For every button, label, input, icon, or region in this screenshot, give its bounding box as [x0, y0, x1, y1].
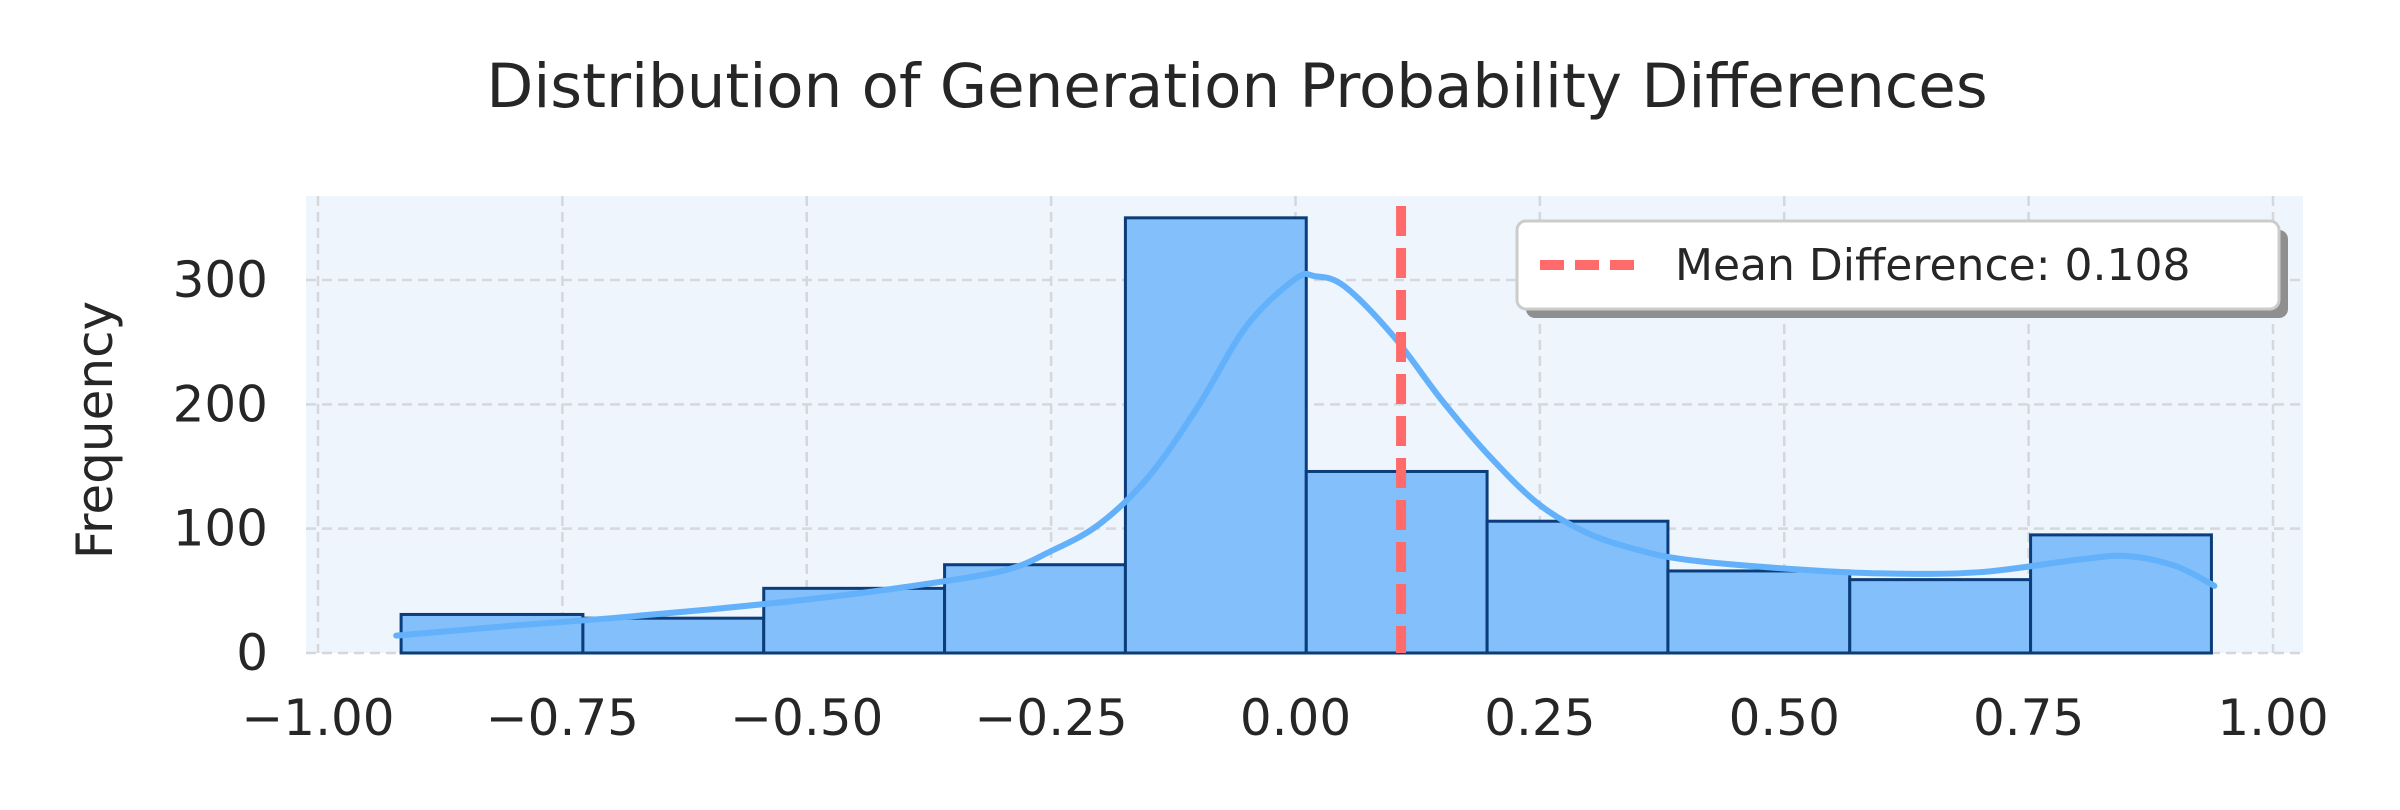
- x-tick-label: 0.00: [1240, 689, 1351, 747]
- x-tick-label: 0.50: [1729, 689, 1840, 747]
- kde-curve: [393, 270, 2218, 639]
- histogram-bar: [1666, 569, 1852, 655]
- histogram-bar: [1848, 578, 2033, 655]
- x-axis: −1.00 −0.75 −0.50 −0.25 0.00 0.25 0.50 0.75 1.00: [241, 689, 2328, 747]
- y-tick-label: 200: [173, 375, 268, 433]
- x-tick-label: −0.25: [975, 689, 1128, 747]
- x-tick-label: −0.50: [730, 689, 883, 747]
- chart-title: Distribution of Generation Probability D…: [486, 51, 1987, 122]
- y-axis-label: Frequency: [66, 301, 124, 559]
- x-tick-label: 0.25: [1484, 689, 1595, 747]
- y-axis: 0 100 200 300: [173, 251, 268, 682]
- legend: Mean Difference: 0.108: [1515, 219, 2288, 318]
- y-tick-label: 300: [173, 251, 268, 309]
- histogram-bar: [1123, 216, 1308, 655]
- x-tick-label: −0.75: [486, 689, 639, 747]
- x-tick-label: −1.00: [241, 689, 394, 747]
- histogram-bar: [1485, 519, 1670, 655]
- legend-box: [1515, 219, 2281, 311]
- histogram-bar: [2029, 533, 2213, 655]
- x-tick-label: 0.75: [1973, 689, 2084, 747]
- histogram-bar: [943, 563, 1127, 655]
- y-tick-label: 100: [173, 500, 268, 558]
- histogram-bar: [762, 586, 947, 655]
- legend-label: Mean Difference: 0.108: [1675, 240, 2190, 291]
- histogram-bar: [581, 616, 766, 655]
- y-tick-label: 0: [236, 624, 268, 682]
- x-tick-label: 1.00: [2217, 689, 2328, 747]
- histogram-bars: [399, 216, 2213, 655]
